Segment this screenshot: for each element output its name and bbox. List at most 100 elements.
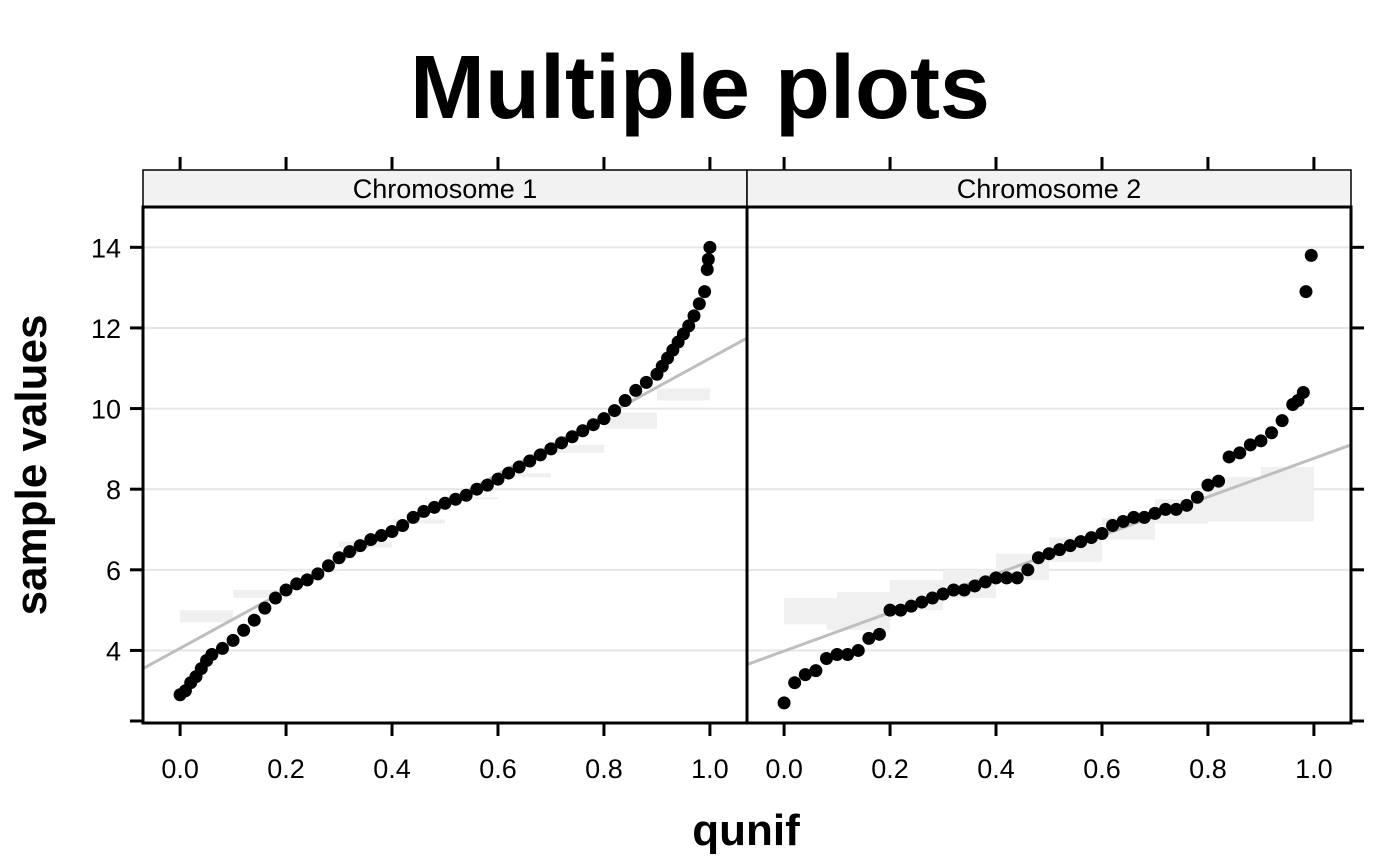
data-point — [480, 478, 494, 492]
data-point — [597, 412, 611, 426]
data-point — [1031, 551, 1045, 565]
data-point — [237, 623, 251, 637]
data-point — [968, 579, 982, 593]
data-point — [1201, 478, 1215, 492]
data-point — [957, 583, 971, 597]
data-point — [809, 664, 823, 678]
data-point — [502, 466, 516, 480]
strip-label: Chromosome 1 — [353, 174, 538, 204]
data-point — [343, 545, 357, 559]
data-point — [1233, 446, 1247, 460]
data-point — [1265, 426, 1279, 440]
data-point — [1190, 490, 1204, 504]
data-point — [1275, 414, 1289, 428]
data-point — [978, 575, 992, 589]
data-point — [1116, 514, 1130, 528]
y-tick-label: 4 — [106, 636, 121, 666]
x-tick-label: 0.4 — [977, 754, 1015, 784]
data-point — [205, 647, 219, 661]
data-point — [1042, 547, 1056, 561]
data-point — [1212, 474, 1226, 488]
data-point — [883, 603, 897, 617]
data-point — [841, 647, 855, 661]
data-point — [396, 518, 410, 532]
data-point — [332, 551, 346, 565]
panels-group: Chromosome 1 0.0 0.2 0.4 0.6 0.8 1.0 Chromosome… — [91, 157, 1364, 784]
data-point — [364, 533, 378, 547]
strip-label: Chromosome 2 — [957, 174, 1142, 204]
x-tick-label: 0.6 — [1083, 754, 1121, 784]
x-tick-label: 0.2 — [871, 754, 909, 784]
data-point — [321, 559, 335, 573]
data-point — [544, 442, 558, 456]
data-point — [427, 500, 441, 514]
data-point — [1243, 438, 1257, 452]
data-point — [406, 510, 420, 524]
data-point — [576, 424, 590, 438]
data-point — [523, 454, 537, 468]
data-point — [682, 319, 696, 333]
data-point — [1021, 563, 1035, 577]
data-point — [1084, 531, 1098, 545]
data-point — [1063, 539, 1077, 553]
data-point — [819, 652, 833, 665]
data-point — [374, 529, 388, 543]
data-point — [1074, 535, 1088, 549]
data-point — [449, 492, 463, 506]
y-tick-label: 6 — [106, 556, 121, 586]
x-tick-label: 0.0 — [161, 754, 199, 784]
x-tick-label: 0.2 — [267, 754, 305, 784]
data-point — [700, 262, 714, 276]
x-tick-label: 0.8 — [1189, 754, 1227, 784]
data-point — [226, 633, 240, 647]
chart-title: Multiple plots — [410, 38, 990, 138]
data-point — [862, 631, 876, 645]
data-point — [872, 627, 886, 641]
data-point — [555, 436, 569, 450]
data-point — [1137, 510, 1151, 524]
data-point — [618, 394, 632, 407]
x-tick-label: 1.0 — [1295, 754, 1333, 784]
panel-2: Chromosome 2 0.0 0.2 0.4 0.6 0.8 1.0 — [745, 157, 1353, 784]
data-point — [533, 448, 547, 462]
data-point — [698, 285, 712, 299]
data-point — [692, 297, 706, 311]
data-point — [639, 375, 653, 389]
x-tick-label: 0.4 — [373, 754, 411, 784]
panel-plot-area — [747, 246, 1351, 710]
x-tick-label: 1.0 — [691, 754, 729, 784]
data-point — [1299, 285, 1313, 299]
panel-1: Chromosome 1 0.0 0.2 0.4 0.6 0.8 1.0 — [141, 157, 749, 784]
data-point — [894, 603, 908, 617]
data-point — [1053, 543, 1067, 557]
data-point — [608, 404, 622, 418]
data-point — [1222, 450, 1236, 464]
data-point — [798, 668, 812, 682]
data-point — [1304, 248, 1318, 262]
data-point — [565, 430, 579, 444]
data-point — [247, 613, 261, 627]
data-point — [777, 696, 791, 710]
data-point — [629, 383, 643, 397]
data-point — [1095, 527, 1109, 541]
data-point — [385, 525, 399, 539]
y-tick-label: 14 — [91, 233, 121, 263]
data-point — [258, 601, 272, 615]
x-tick-label: 0.8 — [585, 754, 623, 784]
data-point — [687, 309, 701, 323]
data-point — [586, 418, 600, 432]
data-point — [1127, 510, 1141, 524]
data-point — [268, 591, 282, 605]
data-point — [830, 647, 844, 661]
data-point — [491, 472, 505, 486]
data-point — [936, 587, 950, 601]
data-point — [470, 482, 484, 496]
data-point — [1159, 502, 1173, 516]
data-point — [925, 591, 939, 605]
data-point — [300, 573, 314, 587]
data-point — [438, 496, 452, 510]
data-point — [701, 252, 715, 266]
data-point — [512, 460, 526, 474]
data-point — [1000, 571, 1014, 585]
